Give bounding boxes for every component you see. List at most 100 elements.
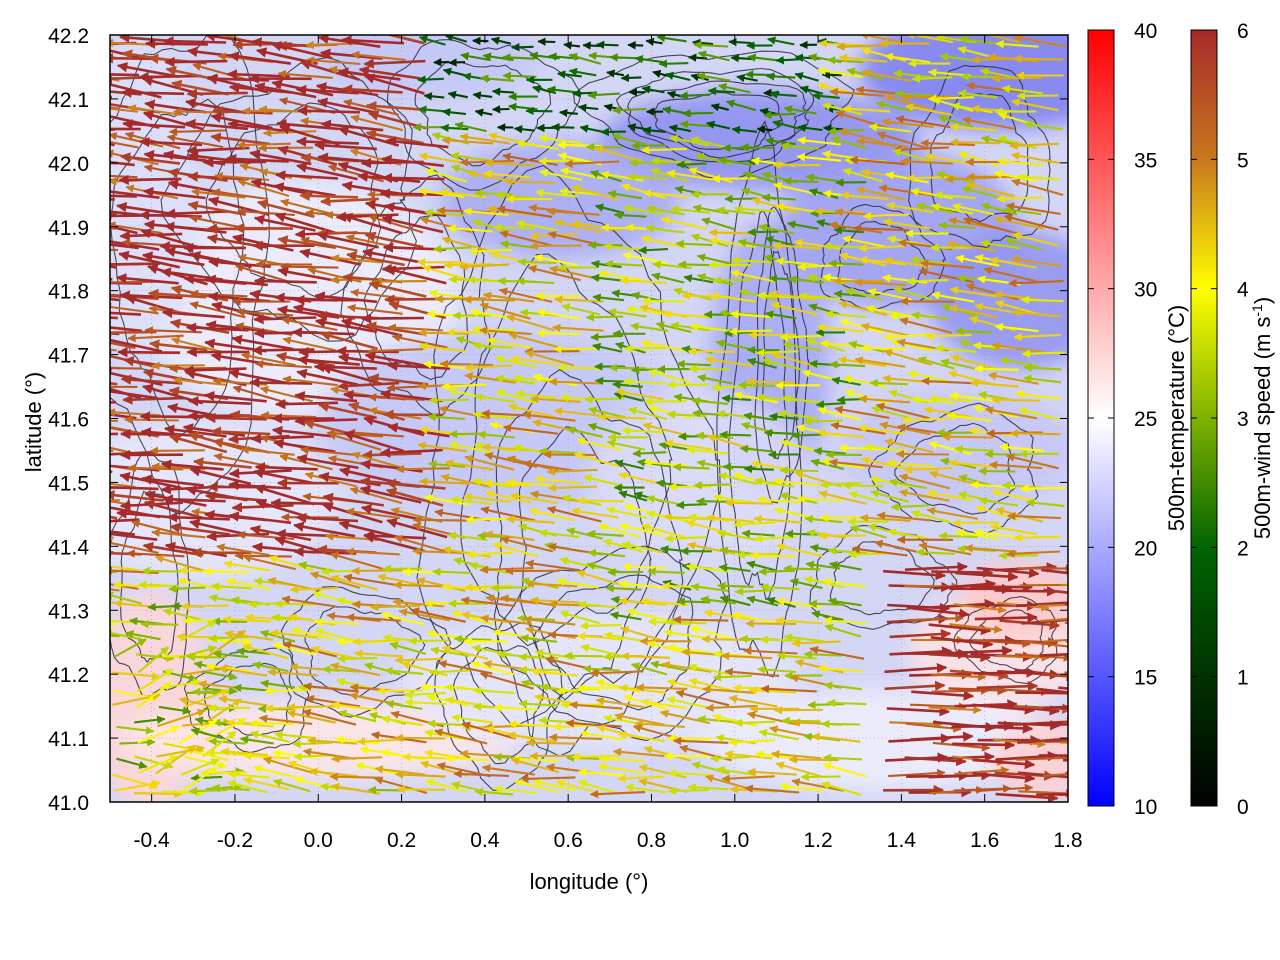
wind-vector xyxy=(949,137,1000,147)
wind-vector xyxy=(957,151,1000,167)
wind-vector xyxy=(151,361,205,370)
wind-vector xyxy=(192,62,248,81)
wind-vector xyxy=(363,58,426,69)
wind-vector xyxy=(585,313,624,322)
wind-vector xyxy=(376,686,424,696)
colorbar-tick-label: 6 xyxy=(1237,20,1249,43)
wind-vector xyxy=(910,255,950,266)
wind-vector xyxy=(600,170,644,182)
wind-vector xyxy=(642,189,690,198)
wind-vector xyxy=(486,336,532,349)
wind-vector xyxy=(882,218,931,230)
wind-vector xyxy=(418,328,470,338)
wind-vector xyxy=(835,110,888,130)
colorbar-tick-label: 25 xyxy=(1134,408,1157,431)
wind-vector xyxy=(350,50,406,62)
wind-vector xyxy=(608,363,647,373)
wind-vector xyxy=(110,221,163,235)
wind-vector xyxy=(110,56,116,60)
wind-vector xyxy=(277,69,333,79)
wind-vector xyxy=(1013,332,1061,342)
colorbar-tick-label: 3 xyxy=(1237,408,1249,431)
wind-vector xyxy=(110,213,117,217)
wind-vector xyxy=(388,300,447,320)
wind-vector xyxy=(479,74,515,83)
wind-vector xyxy=(465,515,510,524)
wind-vector xyxy=(991,341,1044,353)
wind-vector xyxy=(443,260,492,270)
wind-vector xyxy=(491,105,510,114)
y-tick-label: 41.8 xyxy=(48,281,89,304)
wind-vector xyxy=(169,364,227,373)
wind-vector xyxy=(536,308,582,320)
wind-vector xyxy=(180,602,229,611)
wind-vector xyxy=(798,291,841,301)
wind-vector xyxy=(744,70,776,79)
wind-vector xyxy=(800,772,841,782)
wind-vector xyxy=(253,275,317,287)
y-tick-label: 41.5 xyxy=(48,472,89,495)
wind-vector xyxy=(561,303,601,316)
wind-vector xyxy=(783,564,821,573)
wind-vector xyxy=(696,72,731,82)
wind-vector xyxy=(548,377,601,387)
orography-contour xyxy=(363,214,468,381)
wind-vector xyxy=(453,634,492,644)
wind-vector xyxy=(515,220,558,232)
wind-vector xyxy=(769,90,797,99)
wind-vector xyxy=(730,269,776,283)
wind-vector xyxy=(127,333,184,343)
wind-vector xyxy=(110,330,157,335)
wind-vector xyxy=(656,35,687,43)
wind-vector xyxy=(459,133,510,145)
wind-vector xyxy=(821,102,863,116)
wind-vector xyxy=(296,354,360,366)
wind-vector xyxy=(881,117,934,129)
wind-vector xyxy=(118,174,182,186)
wind-vector xyxy=(642,126,666,135)
wind-vector xyxy=(418,152,468,165)
wind-vector xyxy=(734,204,776,214)
wind-vector xyxy=(231,233,294,252)
wind-vector xyxy=(868,123,912,133)
wind-vector xyxy=(274,398,339,410)
wind-vector xyxy=(860,47,907,62)
wind-vector xyxy=(996,194,1044,204)
wind-vector xyxy=(1013,35,1066,48)
wind-vector xyxy=(1016,172,1060,182)
wind-vector xyxy=(418,35,446,46)
wind-vector xyxy=(300,236,358,252)
wind-vector xyxy=(412,515,468,525)
wind-vector xyxy=(368,214,424,234)
wind-vector xyxy=(687,347,736,356)
wind-vector xyxy=(962,216,1017,235)
wind-vector xyxy=(1008,278,1064,288)
wind-vector xyxy=(507,403,556,419)
wind-vector xyxy=(1010,151,1060,165)
wind-vector xyxy=(858,243,906,253)
colorbar-tick-label: 35 xyxy=(1134,149,1157,172)
wind-vector xyxy=(999,356,1039,368)
wind-vector xyxy=(707,86,736,96)
wind-vector xyxy=(1005,202,1061,216)
wind-vector xyxy=(434,294,487,304)
wind-vector xyxy=(478,326,532,336)
wind-vector xyxy=(459,262,510,271)
wind-vector xyxy=(524,350,575,367)
wind-vector xyxy=(862,211,910,221)
wind-vector xyxy=(919,259,975,269)
wind-vector xyxy=(427,412,465,422)
wind-vector xyxy=(842,481,884,490)
wind-vector xyxy=(712,276,753,285)
wind-vector xyxy=(163,36,227,47)
wind-vector xyxy=(854,356,906,368)
wind-vector xyxy=(991,395,1041,404)
wind-vector xyxy=(138,71,202,83)
wind-vector xyxy=(529,241,582,251)
wind-vector xyxy=(758,567,795,576)
wind-vector xyxy=(920,377,977,386)
wind-vector xyxy=(691,396,729,406)
wind-vector xyxy=(676,597,711,606)
wind-vector xyxy=(148,339,208,352)
wind-vector xyxy=(253,214,316,232)
